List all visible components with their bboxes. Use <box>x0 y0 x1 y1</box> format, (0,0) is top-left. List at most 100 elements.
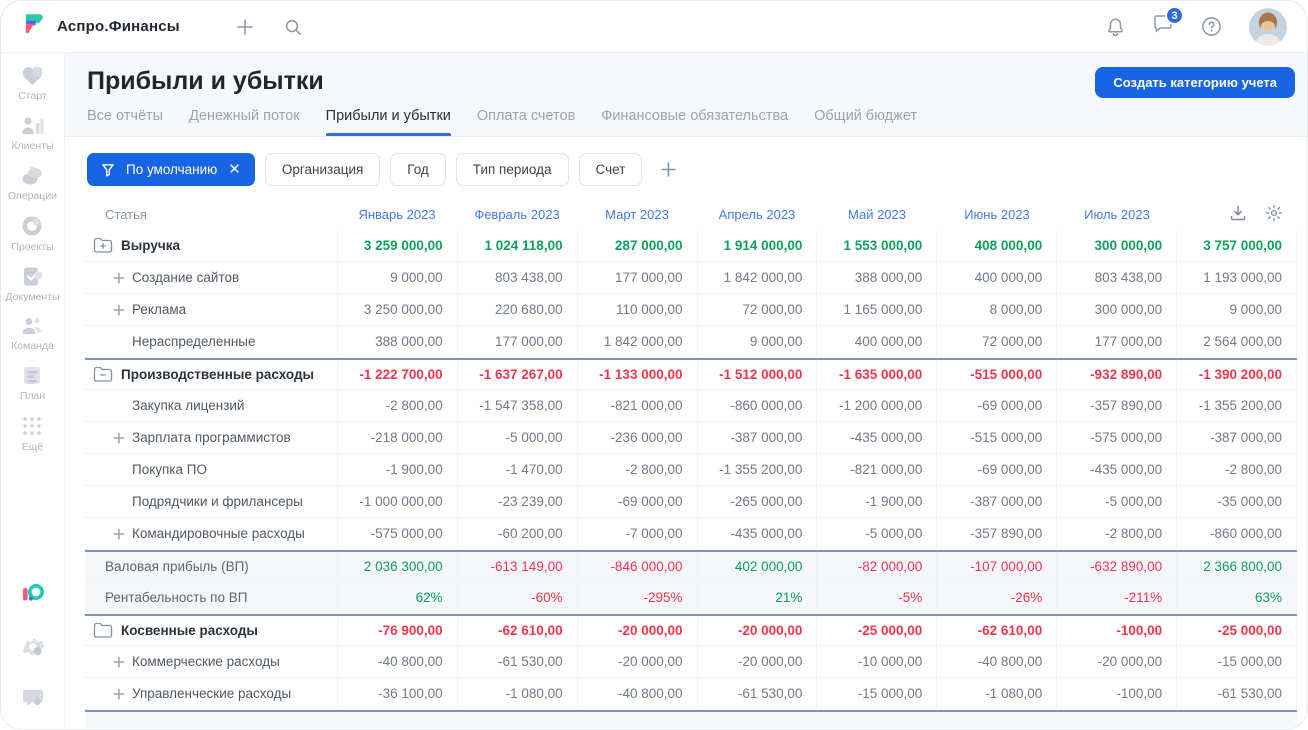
tab-inactive[interactable]: Денежный поток <box>189 108 300 124</box>
add-filter-icon[interactable] <box>660 161 677 178</box>
sidebar-item-label: План <box>19 390 46 402</box>
column-header-month[interactable]: Март 2023 <box>605 206 669 222</box>
value-cell: -15 000,00 <box>1176 646 1296 677</box>
folder-icon[interactable] <box>93 622 113 639</box>
filter-remove-icon[interactable]: ✕ <box>228 161 241 178</box>
sidebar-item-documents[interactable]: Документы <box>5 266 60 303</box>
pnl-table: Статья Январь 2023 Февраль 2023 Март 2023 А… <box>85 198 1298 728</box>
sidebar-item-operations[interactable]: Операции <box>5 165 59 202</box>
notifications-bell-icon[interactable] <box>1106 17 1125 37</box>
cell-value: -69 000,00 <box>977 462 1043 477</box>
cell-value: -1 637 267,00 <box>479 367 563 382</box>
settings-gear-icon[interactable] <box>21 635 45 664</box>
value-cell: -1 470,00 <box>456 454 577 485</box>
filter-chip[interactable]: Год <box>390 153 446 186</box>
cell-value: -69 000,00 <box>617 494 683 509</box>
cell-value: 1 193 000,00 <box>1203 270 1283 285</box>
column-header-month[interactable]: Июнь 2023 <box>964 206 1030 222</box>
messages-chat-icon[interactable]: 3 <box>1152 6 1184 39</box>
value-cell: -26% <box>936 582 1056 613</box>
cell-value: -69 000,00 <box>977 398 1043 413</box>
row-label: Производственные расходы <box>121 367 315 382</box>
cell-value: 408 000,00 <box>974 238 1043 253</box>
value-cell: -5 000,00 <box>456 422 577 453</box>
row-label: Подрядчики и фрилансеры <box>132 494 303 509</box>
column-header-month[interactable]: Май 2023 <box>848 206 906 222</box>
tab-inactive[interactable]: Все отчёты <box>87 108 164 124</box>
expand-plus-icon[interactable] <box>113 687 125 700</box>
value-cell: -2 800,00 <box>1176 454 1296 485</box>
cell-value: -1 000 000,00 <box>359 494 443 509</box>
column-header-month[interactable]: Апрель 2023 <box>718 206 796 222</box>
help-icon[interactable] <box>1201 16 1222 37</box>
sidebar-item-start[interactable]: Старт <box>5 65 59 102</box>
folder-minus-icon[interactable] <box>93 366 113 383</box>
cell-value: -265 000,00 <box>730 494 803 509</box>
value-cell: 63% <box>1176 582 1296 613</box>
value-cell: -1 355 200,00 <box>696 454 817 485</box>
tab-inactive[interactable]: Общий бюджет <box>814 108 918 124</box>
expand-plus-icon[interactable] <box>113 527 125 540</box>
cell-value: -2 800,00 <box>625 462 683 477</box>
tab-inactive[interactable]: Оплата счетов <box>476 108 576 124</box>
value-cell: -60 200,00 <box>456 518 577 549</box>
value-cell: -5 000,00 <box>1056 486 1176 517</box>
filter-chip-default[interactable]: По умолчанию ✕ <box>87 153 255 186</box>
brand[interactable]: Аспро.Финансы <box>21 11 180 42</box>
cell-value: -575 000,00 <box>1090 430 1163 445</box>
cell-value: -7 000,00 <box>625 526 683 541</box>
cell-value: -20 000,00 <box>737 654 803 669</box>
user-avatar[interactable] <box>1249 7 1287 46</box>
sidebar-item-more[interactable]: Ещё <box>5 415 59 453</box>
cell-value: 72 000,00 <box>982 334 1043 349</box>
cell-value: 2 564 000,00 <box>1203 334 1283 349</box>
clipped-column <box>1296 294 1298 325</box>
create-category-button[interactable]: Создать категорию учета <box>1095 67 1295 98</box>
search-icon[interactable] <box>284 18 302 36</box>
expand-plus-icon[interactable] <box>113 271 125 284</box>
table-settings-gear-icon[interactable] <box>1265 204 1283 222</box>
sidebar-item-label: Документы <box>5 291 60 303</box>
cell-value: -1 547 358,00 <box>479 398 563 413</box>
sidebar-item-team[interactable]: Команда <box>5 316 59 352</box>
cell-value: -2 800,00 <box>1225 462 1283 477</box>
value-cell: -357 890,00 <box>1056 390 1176 421</box>
filter-chip[interactable]: Тип периода <box>455 153 569 186</box>
cell-value: -1 512 000,00 <box>719 367 803 382</box>
cell-value: -5 000,00 <box>505 430 563 445</box>
tab-active[interactable]: Прибыли и убытки <box>325 108 452 136</box>
table-row: Командировочные расходы -575 000,00 -60 20… <box>85 518 1298 550</box>
cell-value: 803 438,00 <box>495 270 563 285</box>
create-quick-icon[interactable] <box>236 18 254 36</box>
report-tabs: Все отчёты Денежный поток Прибыли и убытки… <box>87 108 1295 136</box>
expand-plus-icon[interactable] <box>113 655 125 668</box>
tab-inactive[interactable]: Финансовые обязательства <box>601 108 789 124</box>
filter-chip[interactable]: Организация <box>264 153 381 186</box>
filter-chip[interactable]: Счет <box>578 153 643 186</box>
value-cell: 1 024 118,00 <box>456 230 577 261</box>
aspro-product-icon[interactable] <box>20 581 46 612</box>
cell-value: -100,00 <box>1116 623 1163 638</box>
cell-value: -2 800,00 <box>385 398 443 413</box>
value-cell: 1 842 000,00 <box>696 262 817 293</box>
cell-value: -2 800,00 <box>1105 526 1163 541</box>
row-label-cell: Коммерческие расходы <box>85 646 337 677</box>
expand-plus-icon[interactable] <box>113 303 125 316</box>
sidebar-item-projects[interactable]: Проекты <box>5 215 59 253</box>
start-icon <box>21 65 44 86</box>
column-header-month[interactable]: Июль 2023 <box>1084 206 1150 222</box>
column-header-month[interactable]: Январь 2023 <box>358 206 436 222</box>
folder-plus-icon[interactable] <box>93 237 113 254</box>
expand-plus-icon[interactable] <box>113 431 125 444</box>
cell-value: -357 890,00 <box>1090 398 1163 413</box>
cell-value: -821 000,00 <box>850 462 923 477</box>
support-chat-icon[interactable] <box>21 687 45 714</box>
value-cell: 9 000,00 <box>336 262 457 293</box>
column-header-month[interactable]: Февраль 2023 <box>474 206 560 222</box>
value-cell: -1 637 267,00 <box>456 360 577 389</box>
sidebar-item-plan[interactable]: План <box>5 365 59 402</box>
table-row: Производственные расходы -1 222 700,00 -1 … <box>85 358 1298 390</box>
sidebar-item-clients[interactable]: Клиенты <box>5 115 59 152</box>
value-cell: 400 000,00 <box>936 262 1056 293</box>
export-download-icon[interactable] <box>1229 204 1247 222</box>
